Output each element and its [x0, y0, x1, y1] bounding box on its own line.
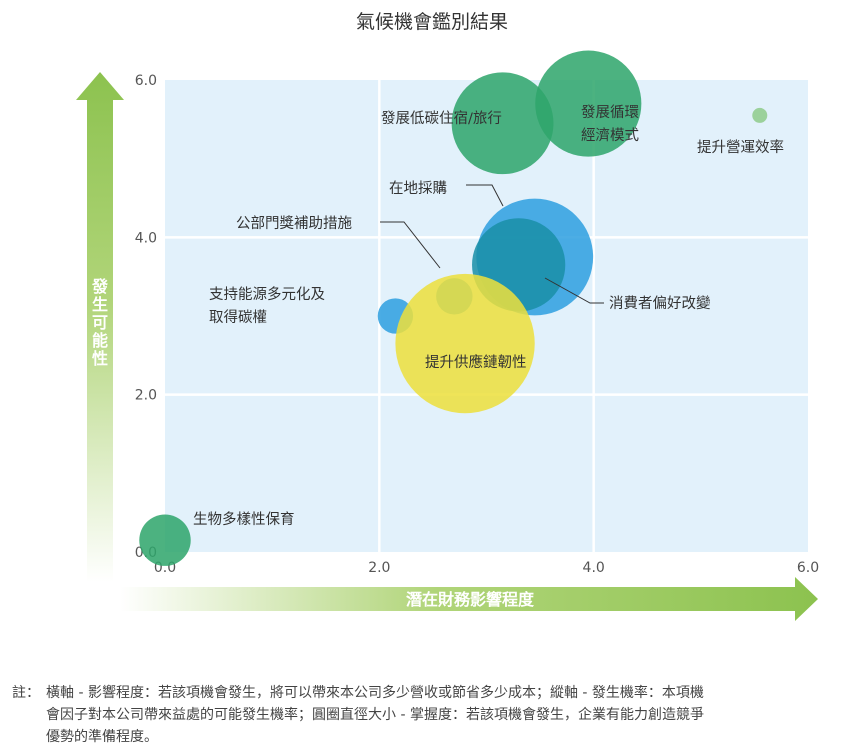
- y-tick-label: 4.0: [135, 230, 157, 246]
- label-consumer: 消費者偏好改變: [609, 295, 711, 312]
- leader-line-local: [466, 184, 504, 207]
- bubble-point: [535, 50, 642, 157]
- label-local: 在地採購: [389, 180, 447, 197]
- chart-title: 氣候機會鑑別結果: [356, 11, 508, 33]
- y-tick-label: 6.0: [135, 73, 157, 89]
- y-axis-title-char: 能: [92, 331, 108, 350]
- y-axis-title-char: 發: [91, 277, 109, 296]
- y-axis-title-char: 可: [92, 313, 108, 332]
- footnote-text: 橫軸 - 影響程度：若該項機會發生，將可以帶來本公司多少營收或節省多少成本；縱軸…: [46, 685, 704, 745]
- leader-line-consumer: [544, 277, 604, 304]
- label-bio: 生物多樣性保育: [193, 511, 295, 528]
- y-axis-title-char: 生: [92, 295, 108, 314]
- x-axis-arrow: [120, 577, 818, 621]
- label-efficiency: 提升營運效率: [697, 139, 784, 156]
- leader-line-subsidy: [380, 221, 441, 269]
- label-supply: 提升供應鏈韌性: [425, 353, 527, 371]
- y-tick-label: 2.0: [135, 388, 157, 404]
- leader-lines: [380, 184, 604, 304]
- y-axis-title-char: 性: [92, 349, 108, 368]
- bubble-point: [451, 72, 554, 175]
- label-energy-line2: 取得碳權: [209, 309, 267, 326]
- x-tick-label: 2.0: [368, 560, 390, 576]
- bubble-point: [752, 107, 768, 123]
- label-subsidy: 公部門獎補助措施: [236, 215, 352, 232]
- label-energy-line1: 支持能源多元化及: [209, 286, 325, 303]
- x-tick-label: 4.0: [583, 560, 605, 576]
- bubble-point: [139, 514, 191, 566]
- label-low-carbon: 發展低碳住宿/旅行: [381, 110, 502, 127]
- label-circular-line1: 發展循環: [581, 104, 639, 121]
- bubble-labels: 發展低碳住宿/旅行 發展循環 經濟模式 提升營運效率 在地採購 公部門獎補助措施…: [193, 104, 784, 528]
- y-axis-title: 發 生 可 能 性: [91, 277, 109, 368]
- bubble-point: [395, 273, 535, 414]
- x-axis-title: 潛在財務影響程度: [406, 590, 535, 609]
- label-circular-line2: 經濟模式: [581, 127, 639, 144]
- y-axis-arrow: [76, 72, 124, 582]
- x-tick-label: 6.0: [797, 560, 819, 576]
- footnote-prefix: 註：: [12, 685, 40, 701]
- footnote: 註： 橫軸 - 影響程度：若該項機會發生，將可以帶來本公司多少營收或節省多少成本…: [12, 682, 712, 748]
- bubbles: [139, 50, 768, 566]
